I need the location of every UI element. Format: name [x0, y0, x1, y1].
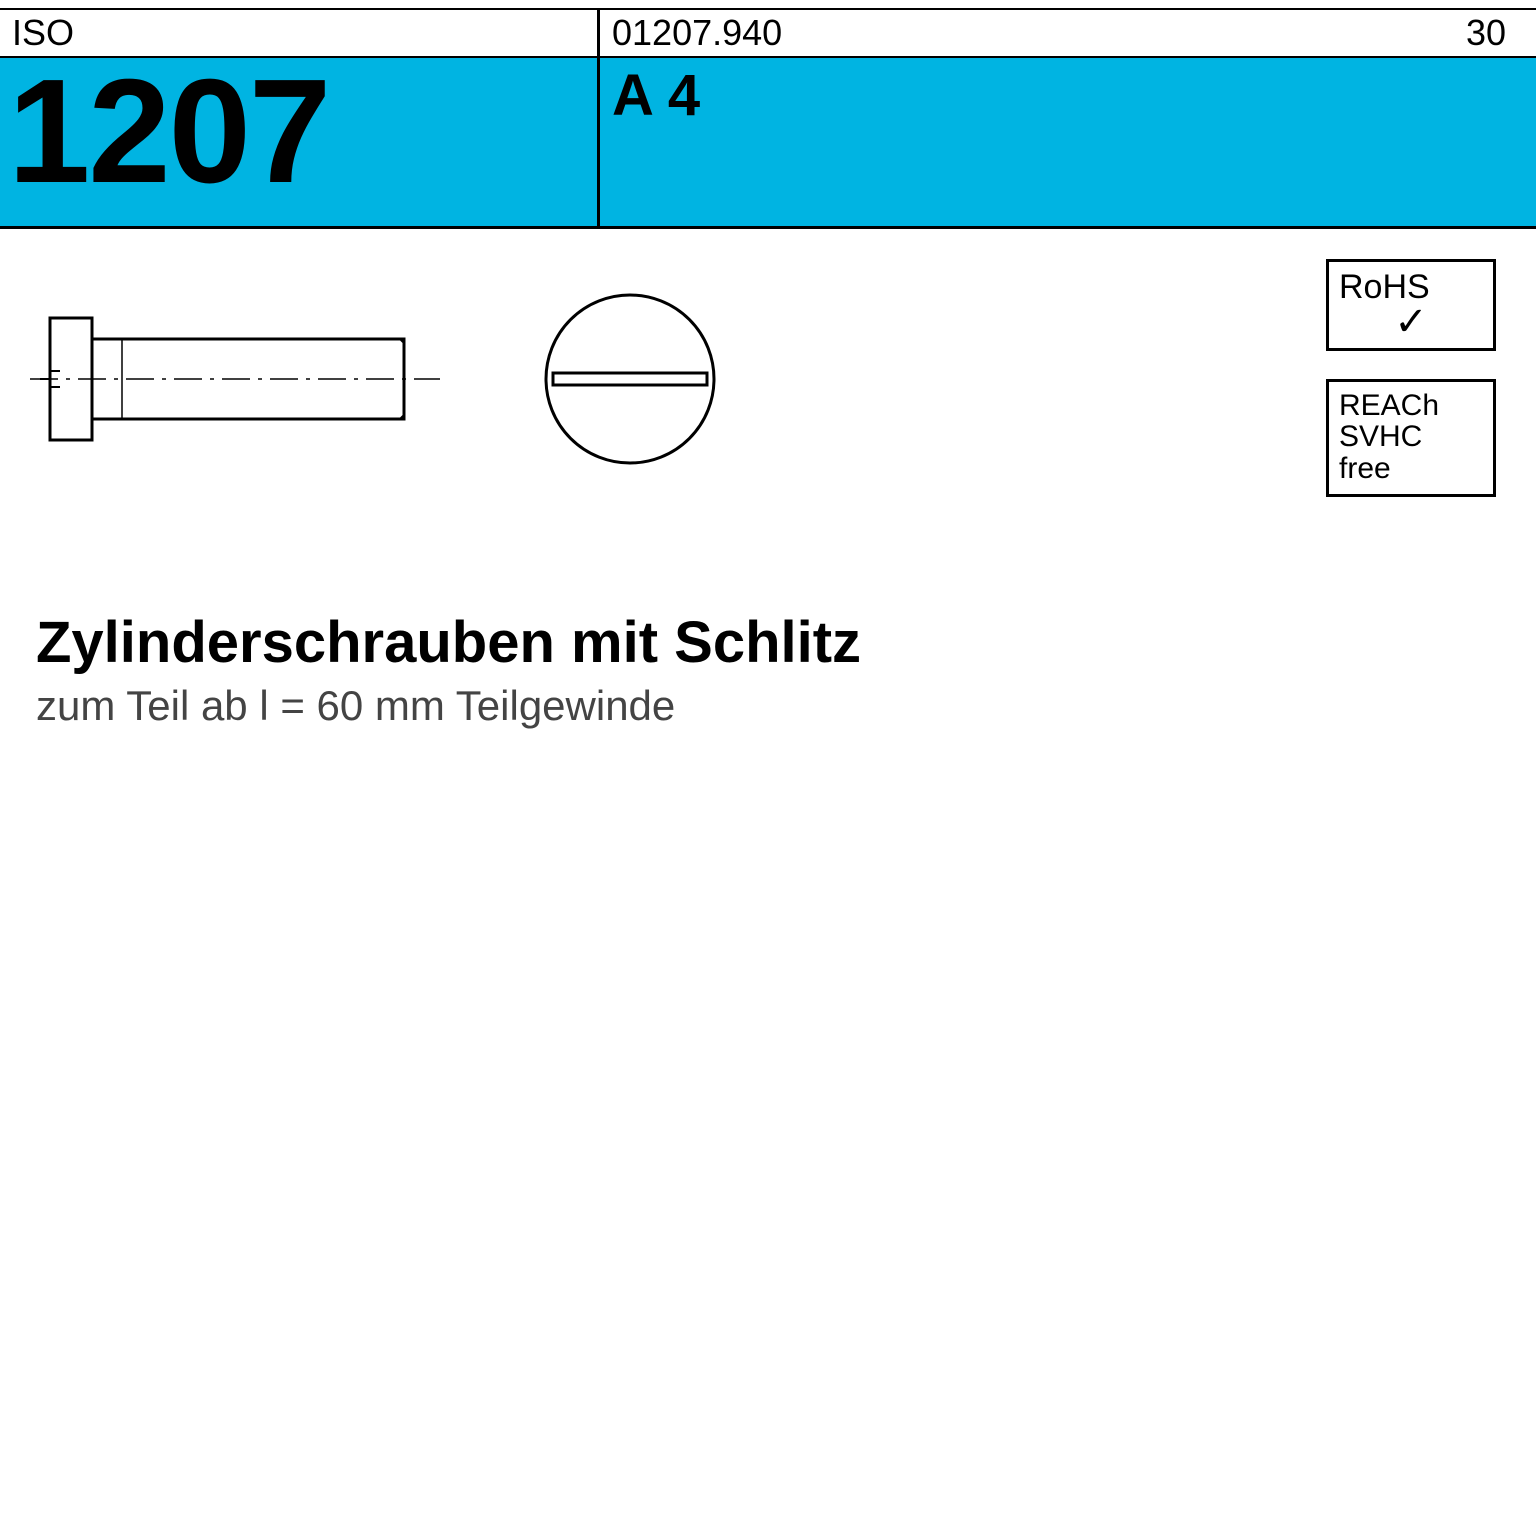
drawing-section: RoHS ✓ REACh SVHC free	[0, 229, 1536, 589]
product-subtitle: zum Teil ab l = 60 mm Teilgewinde	[36, 682, 1506, 730]
reach-line1: REACh	[1339, 390, 1483, 422]
standard-number: 1207	[8, 58, 585, 206]
material-cell: A 4	[600, 58, 1536, 133]
technical-drawings	[30, 279, 1506, 479]
product-title: Zylinderschrauben mit Schlitz	[36, 609, 1506, 676]
rohs-checkmark-icon: ✓	[1339, 306, 1483, 338]
screw-front-view	[530, 279, 730, 479]
reach-line3: free	[1339, 453, 1483, 485]
article-number: 01207.940	[600, 10, 1416, 56]
title-block: Zylinderschrauben mit Schlitz zum Teil a…	[0, 589, 1536, 730]
standard-number-cell: 1207	[0, 58, 600, 226]
compliance-badges: RoHS ✓ REACh SVHC free	[1326, 259, 1496, 497]
reach-badge: REACh SVHC free	[1326, 379, 1496, 498]
reach-line2: SVHC	[1339, 421, 1483, 453]
page-number: 30	[1416, 10, 1536, 56]
rohs-badge: RoHS ✓	[1326, 259, 1496, 351]
screw-side-view	[30, 279, 450, 479]
datasheet-page: ISO 01207.940 30 1207 A 4	[0, 0, 1536, 1536]
standard-band: 1207 A 4	[0, 58, 1536, 229]
material-grade: A 4	[612, 62, 1524, 129]
